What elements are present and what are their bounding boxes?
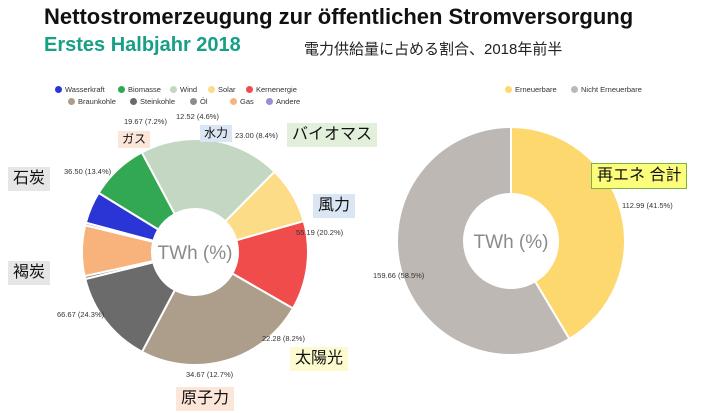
legend-label: Braunkohle xyxy=(78,97,116,106)
data-label-erneuerbare: 112.99 (41.5%) xyxy=(622,201,673,210)
legend-swatch xyxy=(68,98,75,105)
legend-item-biomasse[interactable]: Biomasse xyxy=(118,85,161,94)
jp-label-kernenergie: 原子力 xyxy=(176,387,235,411)
legend-label: Erneuerbare xyxy=(515,85,557,94)
data-label-solar: 22.28 (8.2%) xyxy=(262,334,305,343)
chart-title: Nettostromerzeugung zur öffentlichen Str… xyxy=(44,4,634,29)
donut-slice-wind[interactable] xyxy=(140,138,276,223)
data-label-gas: 19.67 (7.2%) xyxy=(124,117,167,126)
legend-label: Wind xyxy=(180,85,198,94)
data-label-biomasse: 23.00 (8.4%) xyxy=(235,131,278,140)
legend-item-gas[interactable]: Gas xyxy=(230,97,254,106)
legend-item-oel[interactable]: Öl xyxy=(190,97,208,106)
legend-label: Öl xyxy=(200,97,208,106)
legend-label: Kernenergie xyxy=(256,85,297,94)
data-label-braunkohle: 66.67 (24.3%) xyxy=(57,310,105,319)
chart-subtitle: Erstes Halbjahr 2018 xyxy=(44,34,241,56)
donut-slice-andere[interactable] xyxy=(83,221,155,244)
legend-item-wind[interactable]: Wind xyxy=(170,85,197,94)
legend-item-kernenergie[interactable]: Kernenergie xyxy=(246,85,297,94)
data-label-steinkohle: 36.50 (13.4%) xyxy=(64,167,112,176)
jp-label-solar: 太陽光 xyxy=(290,347,349,371)
legend-swatch xyxy=(571,86,578,93)
legend-label: Solar xyxy=(218,85,236,94)
jp-label-wind: 風力 xyxy=(313,194,356,218)
donut-center-label: TWh (%) xyxy=(158,243,233,264)
donut-center-label: TWh (%) xyxy=(474,232,549,253)
legend-swatch xyxy=(190,98,197,105)
jp-label-biomasse: バイオマス xyxy=(287,123,378,147)
jp-label-gas: ガス xyxy=(118,131,151,148)
legend-label: Steinkohle xyxy=(140,97,176,106)
legend-swatch xyxy=(505,86,512,93)
legend-item-steinkohle[interactable]: Steinkohle xyxy=(130,97,175,106)
legend-swatch xyxy=(170,86,177,93)
legend-label: Gas xyxy=(240,97,254,106)
legend-label: Andere xyxy=(276,97,301,106)
data-label-wind: 55.19 (20.2%) xyxy=(296,228,344,237)
chart-subtitle-japanese: 電力供給量に占める割合、2018年前半 xyxy=(304,41,563,58)
data-label-nicht-erneuerbare: 159.66 (58.5%) xyxy=(373,271,425,280)
donut-slice-braunkohle[interactable] xyxy=(140,272,295,366)
donut-slice-nicht[interactable] xyxy=(396,125,571,356)
legend-item-wasserkraft[interactable]: Wasserkraft xyxy=(55,85,105,94)
data-label-wasserkraft: 12.52 (4.6%) xyxy=(176,112,219,121)
jp-label-erneuerbare: 再エネ 合計 xyxy=(591,163,688,189)
legend-label: Wasserkraft xyxy=(65,85,105,94)
legend-item-andere[interactable]: Andere xyxy=(266,97,300,106)
legend-swatch xyxy=(246,86,253,93)
legend-swatch xyxy=(266,98,273,105)
legend-swatch xyxy=(208,86,215,93)
jp-label-braunkohle: 褐炭 xyxy=(8,261,51,285)
data-label-kernenergie: 34.67 (12.7%) xyxy=(186,370,234,379)
legend-label: Nicht Erneuerbare xyxy=(581,85,642,94)
legend-label: Biomasse xyxy=(128,85,161,94)
legend-swatch xyxy=(130,98,137,105)
legend-swatch xyxy=(230,98,237,105)
legend-item-solar[interactable]: Solar xyxy=(208,85,236,94)
legend-item-erneuerbare[interactable]: Erneuerbare xyxy=(505,85,557,94)
legend-item-braunkohle[interactable]: Braunkohle xyxy=(68,97,116,106)
legend-swatch xyxy=(118,86,125,93)
jp-label-steinkohle: 石炭 xyxy=(8,167,51,191)
jp-label-wasserkraft: 水力 xyxy=(200,125,233,142)
legend-item-nicht-erneuerbare[interactable]: Nicht Erneuerbare xyxy=(571,85,642,94)
legend-swatch xyxy=(55,86,62,93)
